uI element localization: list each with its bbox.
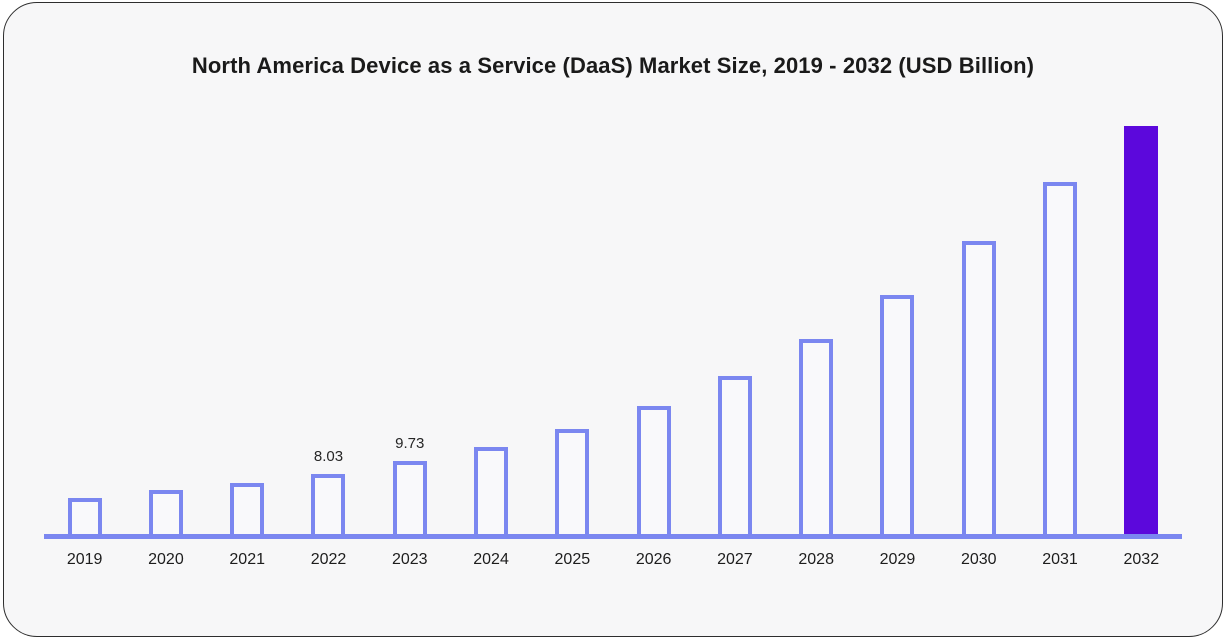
bar-column	[694, 376, 775, 534]
x-axis-tick-label: 2030	[960, 551, 997, 568]
bar-2029	[880, 295, 915, 534]
bar-column	[776, 339, 857, 534]
bar-2032	[1124, 126, 1159, 534]
bar-value-label: 9.73	[395, 435, 425, 452]
x-axis-tick-label: 2020	[148, 551, 184, 568]
bar-2026	[636, 406, 671, 534]
bar-column	[613, 406, 694, 534]
x-axis-tick-label: 2025	[554, 551, 591, 568]
bar-value-label: 8.03	[313, 448, 344, 465]
bar-column	[532, 429, 613, 534]
bar-2027	[717, 376, 752, 534]
bar-2028	[799, 339, 834, 534]
bar-2024	[474, 447, 509, 534]
x-axis-labels: 2019 2020 2021 2022 2023 2024 2025 2026 …	[44, 551, 1182, 569]
bar-column	[1019, 182, 1100, 534]
x-axis-tick-label: 2031	[1042, 551, 1078, 568]
bar-2023	[392, 461, 427, 534]
x-axis-tick-label: 2026	[635, 551, 672, 568]
plot-area: 8.03 9.73	[44, 91, 1182, 539]
bar-column	[450, 447, 531, 534]
bar-column: 8.03	[288, 448, 369, 534]
bar-2020	[148, 490, 183, 534]
bar-2022	[311, 474, 346, 534]
bar-column	[44, 498, 125, 534]
bar-column	[125, 490, 206, 534]
x-axis-tick-label: 2029	[879, 551, 916, 568]
bar-column: 9.73	[369, 435, 450, 534]
x-axis-tick-label: 2024	[473, 551, 509, 568]
bar-column	[1101, 126, 1182, 534]
x-axis-tick-label: 2032	[1123, 551, 1160, 568]
bar-2031	[1043, 182, 1078, 534]
x-axis-tick-label: 2019	[66, 551, 103, 568]
chart-title: North America Device as a Service (DaaS)…	[191, 53, 1035, 78]
x-axis-tick-label: 2022	[310, 551, 347, 568]
chart-card: North America Device as a Service (DaaS)…	[3, 2, 1223, 637]
x-axis-tick-label: 2028	[798, 551, 834, 568]
bar-column	[207, 483, 288, 534]
bar-column	[857, 295, 938, 534]
x-axis-tick-label: 2021	[229, 551, 265, 568]
x-axis-tick-label: 2027	[717, 551, 753, 568]
bar-2025	[555, 429, 590, 534]
bar-2019	[67, 498, 102, 534]
bar-column	[938, 241, 1019, 534]
bar-2030	[961, 241, 996, 534]
x-axis-tick-label: 2023	[391, 551, 428, 568]
bar-2021	[230, 483, 265, 534]
